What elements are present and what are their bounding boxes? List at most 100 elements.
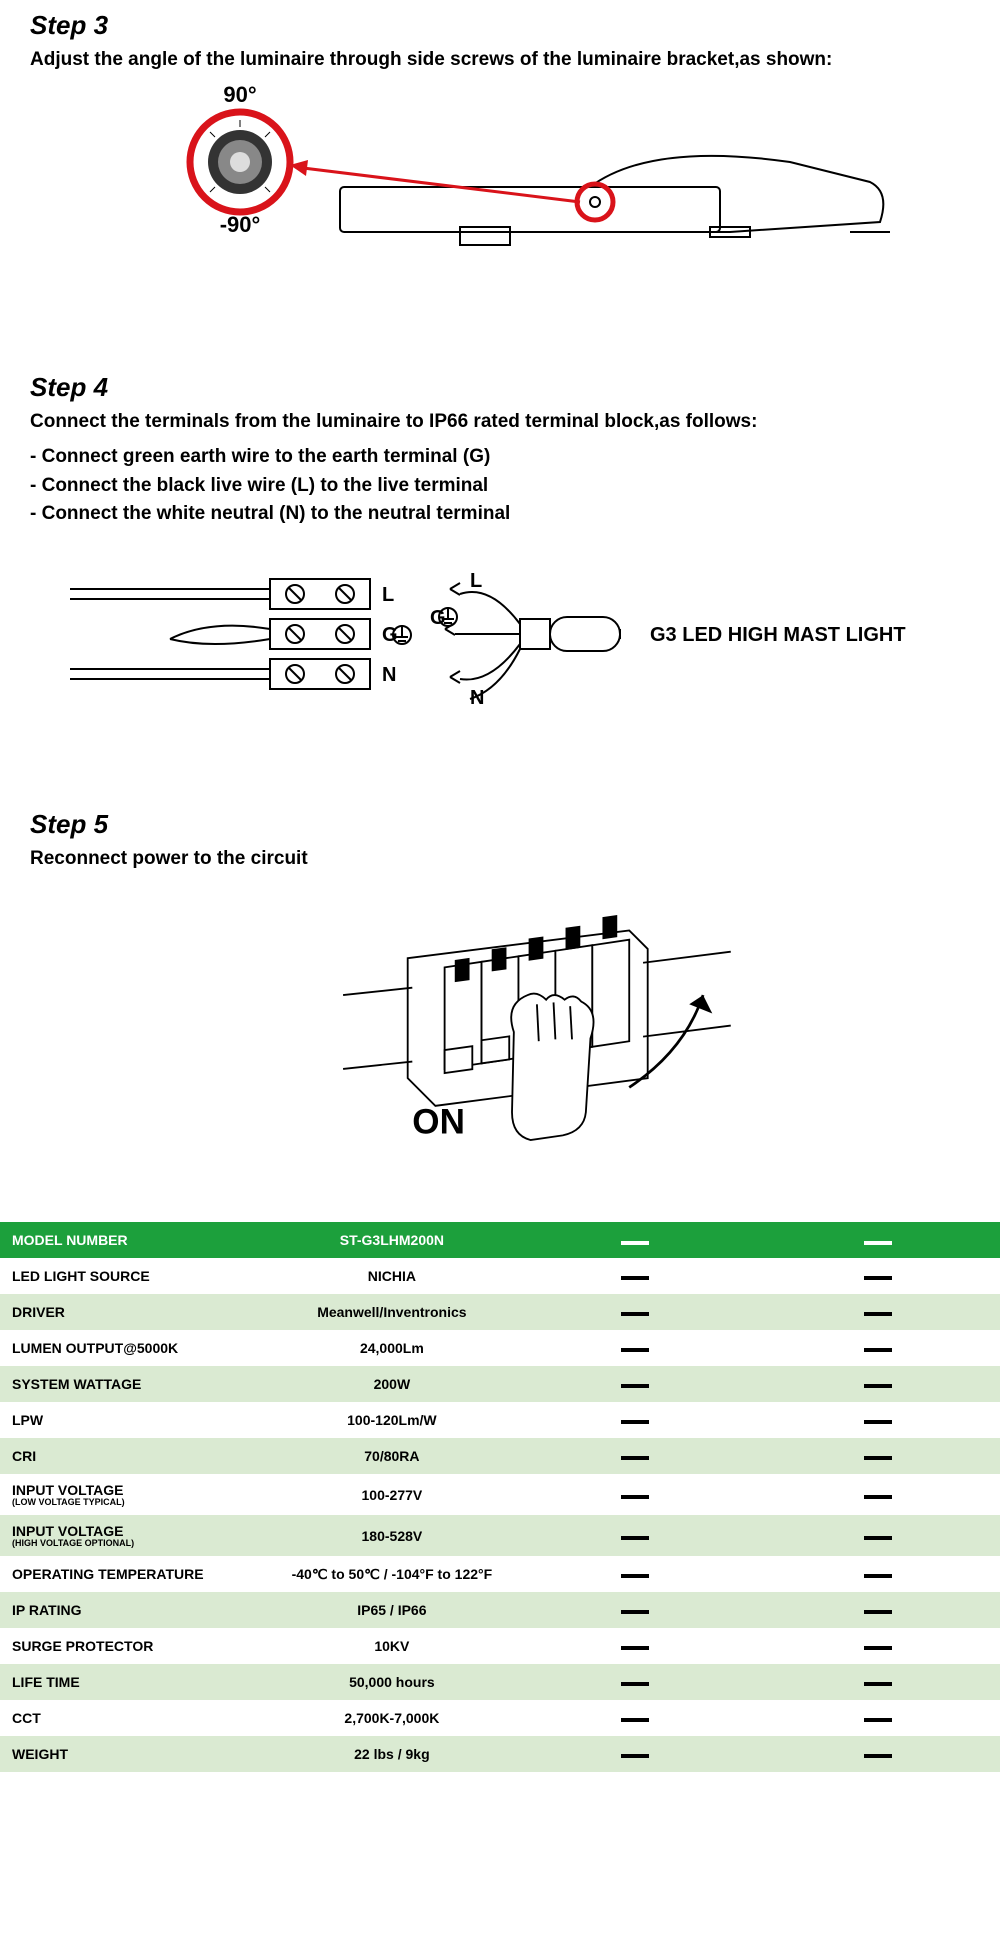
svg-text:90°: 90°	[223, 82, 256, 107]
step5-block: Step 5 Reconnect power to the circuit	[0, 799, 1000, 1173]
spec-value: 50,000 hours	[270, 1664, 513, 1700]
spec-label: CCT	[0, 1700, 270, 1736]
spec-table: MODEL NUMBER ST-G3LHM200N LED LIGHT SOUR…	[0, 1222, 1000, 1772]
svg-text:N: N	[470, 687, 484, 709]
spec-value: 100-277V	[270, 1474, 513, 1515]
spec-empty	[757, 1474, 1000, 1515]
spec-row: SYSTEM WATTAGE200W	[0, 1366, 1000, 1402]
spec-empty	[757, 1366, 1000, 1402]
spec-label: INPUT VOLTAGE(LOW VOLTAGE TYPICAL)	[0, 1474, 270, 1515]
spec-empty	[757, 1438, 1000, 1474]
spec-value: 10KV	[270, 1628, 513, 1664]
spec-empty	[757, 1628, 1000, 1664]
spec-row: CRI70/80RA	[0, 1438, 1000, 1474]
spec-value: 22 lbs / 9kg	[270, 1736, 513, 1772]
spec-value: 70/80RA	[270, 1438, 513, 1474]
spec-label: LUMEN OUTPUT@5000K	[0, 1330, 270, 1366]
step4-desc: Connect the terminals from the luminaire…	[30, 409, 970, 436]
spec-empty	[757, 1515, 1000, 1556]
svg-text:-90°: -90°	[220, 212, 261, 237]
spec-empty	[757, 1330, 1000, 1366]
step3-diagram: 90° -90°	[30, 82, 970, 282]
spec-empty	[757, 1736, 1000, 1772]
spec-row: LPW100-120Lm/W	[0, 1402, 1000, 1438]
spec-empty	[514, 1330, 757, 1366]
spec-label: SYSTEM WATTAGE	[0, 1366, 270, 1402]
header-model-label: MODEL NUMBER	[0, 1222, 270, 1258]
spec-value: 180-528V	[270, 1515, 513, 1556]
spec-empty	[514, 1438, 757, 1474]
document: Step 3 Adjust the angle of the luminaire…	[0, 0, 1000, 1772]
spec-empty	[514, 1515, 757, 1556]
spec-empty	[514, 1592, 757, 1628]
step3-desc: Adjust the angle of the luminaire throug…	[30, 47, 970, 74]
step4-block: Step 4 Connect the terminals from the lu…	[0, 362, 1000, 739]
spec-label: LED LIGHT SOURCE	[0, 1258, 270, 1294]
spec-row: DRIVERMeanwell/Inventronics	[0, 1294, 1000, 1330]
spec-empty	[514, 1664, 757, 1700]
svg-text:ON: ON	[412, 1103, 465, 1142]
step4-diagram: L G N L G	[30, 569, 970, 719]
svg-text:G: G	[382, 624, 398, 646]
spec-header-row: MODEL NUMBER ST-G3LHM200N	[0, 1222, 1000, 1258]
spec-label: LPW	[0, 1402, 270, 1438]
spec-row: IP RATINGIP65 / IP66	[0, 1592, 1000, 1628]
header-empty-1	[514, 1222, 757, 1258]
spec-empty	[757, 1402, 1000, 1438]
spec-empty	[757, 1592, 1000, 1628]
spec-empty	[514, 1474, 757, 1515]
step4-bullet-2: - Connect the black live wire (L) to the…	[30, 472, 970, 501]
step3-block: Step 3 Adjust the angle of the luminaire…	[0, 0, 1000, 302]
spec-row: LIFE TIME50,000 hours	[0, 1664, 1000, 1700]
spec-empty	[757, 1700, 1000, 1736]
spec-row: INPUT VOLTAGE(LOW VOLTAGE TYPICAL)100-27…	[0, 1474, 1000, 1515]
spec-empty	[757, 1294, 1000, 1330]
spec-label: DRIVER	[0, 1294, 270, 1330]
spec-empty	[757, 1258, 1000, 1294]
svg-text:L: L	[470, 570, 482, 592]
spec-row: LUMEN OUTPUT@5000K24,000Lm	[0, 1330, 1000, 1366]
spec-empty	[514, 1258, 757, 1294]
spec-empty	[514, 1402, 757, 1438]
spec-value: 2,700K-7,000K	[270, 1700, 513, 1736]
spec-label: IP RATING	[0, 1592, 270, 1628]
spec-value: IP65 / IP66	[270, 1592, 513, 1628]
spec-empty	[757, 1664, 1000, 1700]
spec-row: LED LIGHT SOURCENICHIA	[0, 1258, 1000, 1294]
spec-row: CCT2,700K-7,000K	[0, 1700, 1000, 1736]
spec-empty	[514, 1556, 757, 1592]
spec-value: NICHIA	[270, 1258, 513, 1294]
spec-empty	[514, 1628, 757, 1664]
spec-label: OPERATING TEMPERATURE	[0, 1556, 270, 1592]
spec-empty	[514, 1736, 757, 1772]
step4-bullet-1: - Connect green earth wire to the earth …	[30, 443, 970, 472]
spec-value: 200W	[270, 1366, 513, 1402]
spec-value: -40℃ to 50℃ / -104°F to 122°F	[270, 1556, 513, 1592]
spec-value: 100-120Lm/W	[270, 1402, 513, 1438]
spec-row: INPUT VOLTAGE(HIGH VOLTAGE OPTIONAL)180-…	[0, 1515, 1000, 1556]
spec-label: INPUT VOLTAGE(HIGH VOLTAGE OPTIONAL)	[0, 1515, 270, 1556]
spec-value: Meanwell/Inventronics	[270, 1294, 513, 1330]
header-model-val: ST-G3LHM200N	[270, 1222, 513, 1258]
spec-row: OPERATING TEMPERATURE-40℃ to 50℃ / -104°…	[0, 1556, 1000, 1592]
spec-label: SURGE PROTECTOR	[0, 1628, 270, 1664]
spec-label: CRI	[0, 1438, 270, 1474]
step5-desc: Reconnect power to the circuit	[30, 846, 970, 873]
step5-diagram: ON	[30, 912, 970, 1152]
header-empty-2	[757, 1222, 1000, 1258]
spec-empty	[514, 1366, 757, 1402]
svg-text:L: L	[382, 584, 394, 606]
spec-label: LIFE TIME	[0, 1664, 270, 1700]
spec-row: WEIGHT22 lbs / 9kg	[0, 1736, 1000, 1772]
step4-title: Step 4	[30, 372, 970, 403]
spec-empty	[514, 1700, 757, 1736]
spec-label: WEIGHT	[0, 1736, 270, 1772]
svg-text:N: N	[382, 664, 396, 686]
step5-title: Step 5	[30, 809, 970, 840]
spec-row: SURGE PROTECTOR10KV	[0, 1628, 1000, 1664]
svg-text:G3 LED HIGH MAST LIGHT: G3 LED HIGH MAST LIGHT	[650, 624, 906, 646]
step3-title: Step 3	[30, 10, 970, 41]
spec-empty	[757, 1556, 1000, 1592]
spec-value: 24,000Lm	[270, 1330, 513, 1366]
spec-empty	[514, 1294, 757, 1330]
